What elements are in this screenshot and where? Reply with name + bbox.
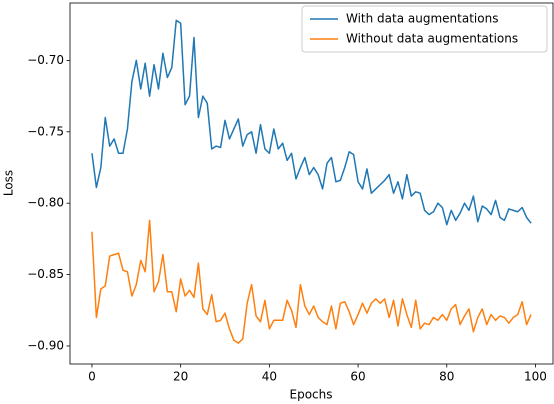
x-tick-label: 40 <box>262 370 277 384</box>
y-tick-label: −0.70 <box>27 53 64 67</box>
y-tick-label: −0.75 <box>27 124 64 138</box>
legend-box <box>301 5 548 53</box>
y-axis-label: Loss <box>2 170 16 196</box>
x-tick-label: 0 <box>88 370 96 384</box>
series-line <box>91 219 532 344</box>
legend-label: Without data augmentations <box>346 32 518 46</box>
y-tick-label: −0.85 <box>27 267 64 281</box>
axes-frame <box>69 2 554 365</box>
y-tick-label: −0.90 <box>27 339 64 353</box>
x-tick-label: 60 <box>350 370 365 384</box>
x-tick-label: 20 <box>173 370 188 384</box>
y-tick-label: −0.80 <box>27 196 64 210</box>
legend-label: With data augmentations <box>346 12 498 26</box>
x-tick-label: 80 <box>439 370 454 384</box>
series-line <box>91 19 532 226</box>
x-tick-label: 100 <box>524 370 547 384</box>
x-axis-label: Epochs <box>290 388 333 402</box>
